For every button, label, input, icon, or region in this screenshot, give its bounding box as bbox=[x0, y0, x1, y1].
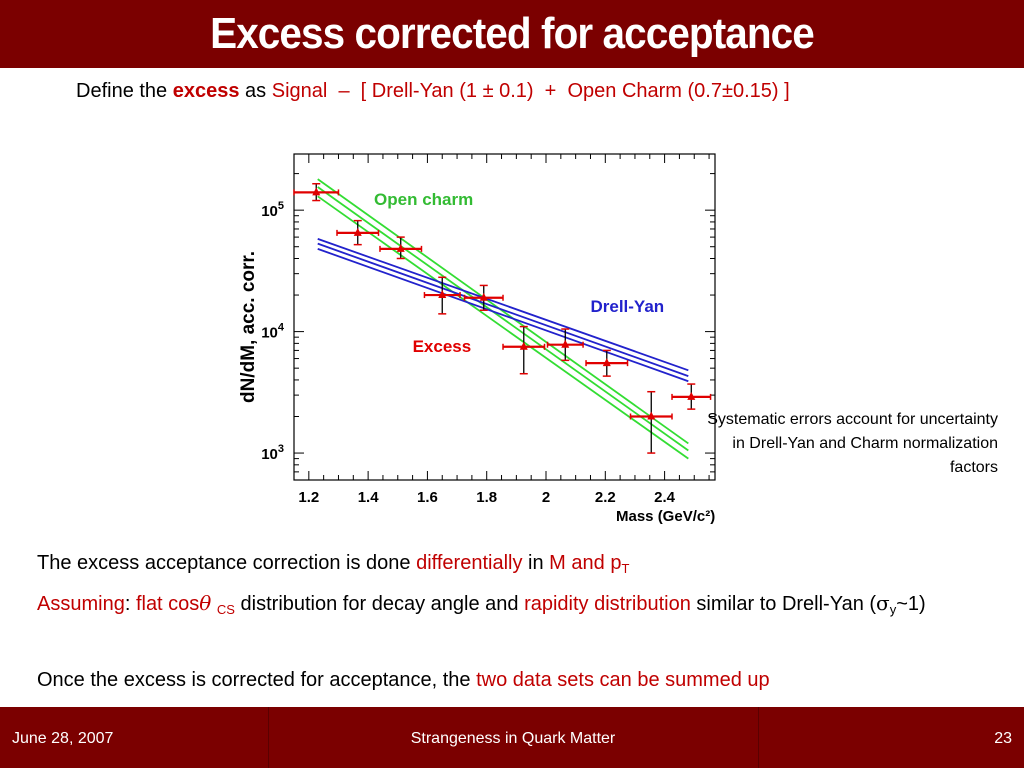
x-tick-label: 2.2 bbox=[595, 489, 616, 506]
p2-sigma-subscript: y bbox=[889, 602, 897, 617]
p2-flat-cos: flat cosθ CS bbox=[135, 591, 235, 617]
excess-point bbox=[647, 411, 656, 420]
footer-conference: Strangeness in Quark Matter bbox=[410, 730, 616, 747]
footer-page-number: 23 bbox=[994, 730, 1012, 747]
p2-colon: : bbox=[124, 593, 131, 615]
p1-m-and-p: M and p bbox=[549, 552, 622, 574]
p2-theta: θ bbox=[199, 591, 212, 615]
chart-points bbox=[293, 182, 712, 454]
x-tick-label: 1.4 bbox=[358, 489, 380, 506]
excess-point bbox=[602, 358, 611, 367]
y-tick-label: 105 bbox=[261, 200, 284, 220]
band-line-open-charm-hi bbox=[317, 178, 689, 445]
excess-point bbox=[438, 290, 447, 299]
plot-frame bbox=[293, 153, 716, 481]
paragraph-differential: The excess acceptance correction is done… bbox=[37, 550, 997, 582]
excess-definition: Define the excess as Signal – [ Drell-Ya… bbox=[76, 80, 790, 103]
excess-point bbox=[561, 339, 570, 348]
footer-bar bbox=[0, 707, 1024, 768]
footer-divider-left bbox=[268, 707, 269, 768]
label-open-charm: Open charm bbox=[374, 190, 473, 209]
chart-bands bbox=[317, 178, 689, 460]
definition-formula: Signal – [ Drell-Yan (1 ± 0.1) + Open Ch… bbox=[271, 80, 790, 102]
excess-point bbox=[479, 292, 488, 301]
band-line-drell-yan-hi bbox=[317, 238, 689, 372]
p2-cs-subscript: CS bbox=[216, 602, 235, 617]
slide-title: Excess corrected for acceptance bbox=[210, 9, 815, 58]
footer-date: June 28, 2007 bbox=[12, 730, 114, 747]
x-axis-title: Mass (GeV/c²) bbox=[616, 508, 715, 525]
title-banner bbox=[0, 0, 1024, 68]
x-tick-label: 2 bbox=[542, 489, 550, 506]
footer-divider-right bbox=[758, 707, 759, 768]
definition-excess-word: excess bbox=[172, 80, 240, 102]
label-drell-yan: Drell-Yan bbox=[590, 297, 664, 316]
y-tick-label: 104 bbox=[261, 322, 285, 342]
p1-pt-subscript: T bbox=[621, 561, 630, 576]
p2-text-decay: distribution for decay angle and bbox=[240, 593, 519, 615]
p1-text-in: in bbox=[528, 552, 544, 574]
p1-text-1: The excess acceptance correction is done bbox=[37, 552, 411, 574]
p2-text-end: ~1) bbox=[896, 593, 926, 615]
excess-point bbox=[519, 341, 528, 350]
x-tick-label: 1.2 bbox=[298, 489, 319, 506]
band-line-open-charm-lo bbox=[317, 195, 689, 460]
chart-labels: Open charm Drell-Yan Excess bbox=[374, 190, 664, 356]
excess-point bbox=[312, 187, 321, 196]
mass-spectrum-chart: 1.2 1.4 1.6 1.8 2 2.2 2.4 103 104 105 Mass (GeV/c²… bbox=[226, 146, 726, 536]
x-tick-label: 1.8 bbox=[476, 489, 497, 506]
definition-prefix: Define the bbox=[76, 80, 168, 102]
p3-summed-up: two data sets can be summed up bbox=[476, 669, 770, 691]
label-excess: Excess bbox=[413, 337, 472, 356]
paragraph-summed: Once the excess is corrected for accepta… bbox=[37, 667, 1007, 693]
excess-point bbox=[353, 227, 362, 236]
p1-differentially: differentially bbox=[416, 552, 523, 574]
p2-flat-cos-text: flat cos bbox=[135, 593, 200, 615]
band-line-open-charm-mid bbox=[317, 186, 689, 452]
chart-svg: 1.2 1.4 1.6 1.8 2 2.2 2.4 103 104 105 Mass (GeV/c²… bbox=[238, 153, 716, 525]
p1-m-and-pt: M and pT bbox=[549, 552, 630, 576]
y-tick-label: 103 bbox=[261, 443, 284, 463]
p2-assuming: Assuming bbox=[37, 593, 125, 615]
x-tick-label: 2.4 bbox=[654, 489, 676, 506]
excess-point bbox=[396, 243, 405, 252]
chart-axes: 1.2 1.4 1.6 1.8 2 2.2 2.4 103 104 105 Mass (GeV/c²… bbox=[238, 153, 716, 525]
definition-as-word: as bbox=[245, 80, 267, 102]
x-tick-label: 1.6 bbox=[417, 489, 438, 506]
band-line-drell-yan-lo bbox=[317, 248, 689, 383]
p3-text-1: Once the excess is corrected for accepta… bbox=[37, 669, 471, 691]
p2-text-similar: similar to Drell-Yan ( bbox=[696, 593, 877, 615]
systematics-note: Systematic errors account for uncertaint… bbox=[707, 411, 998, 476]
y-axis-title: dN/dM, acc. corr. bbox=[238, 251, 259, 403]
p2-sigma: σ bbox=[876, 591, 890, 615]
excess-point bbox=[687, 391, 696, 400]
paragraph-assuming: Assuming: flat cosθ CS distribution for … bbox=[37, 590, 1007, 623]
p2-rapidity: rapidity distribution bbox=[524, 593, 691, 615]
band-line-drell-yan-mid bbox=[317, 242, 689, 377]
